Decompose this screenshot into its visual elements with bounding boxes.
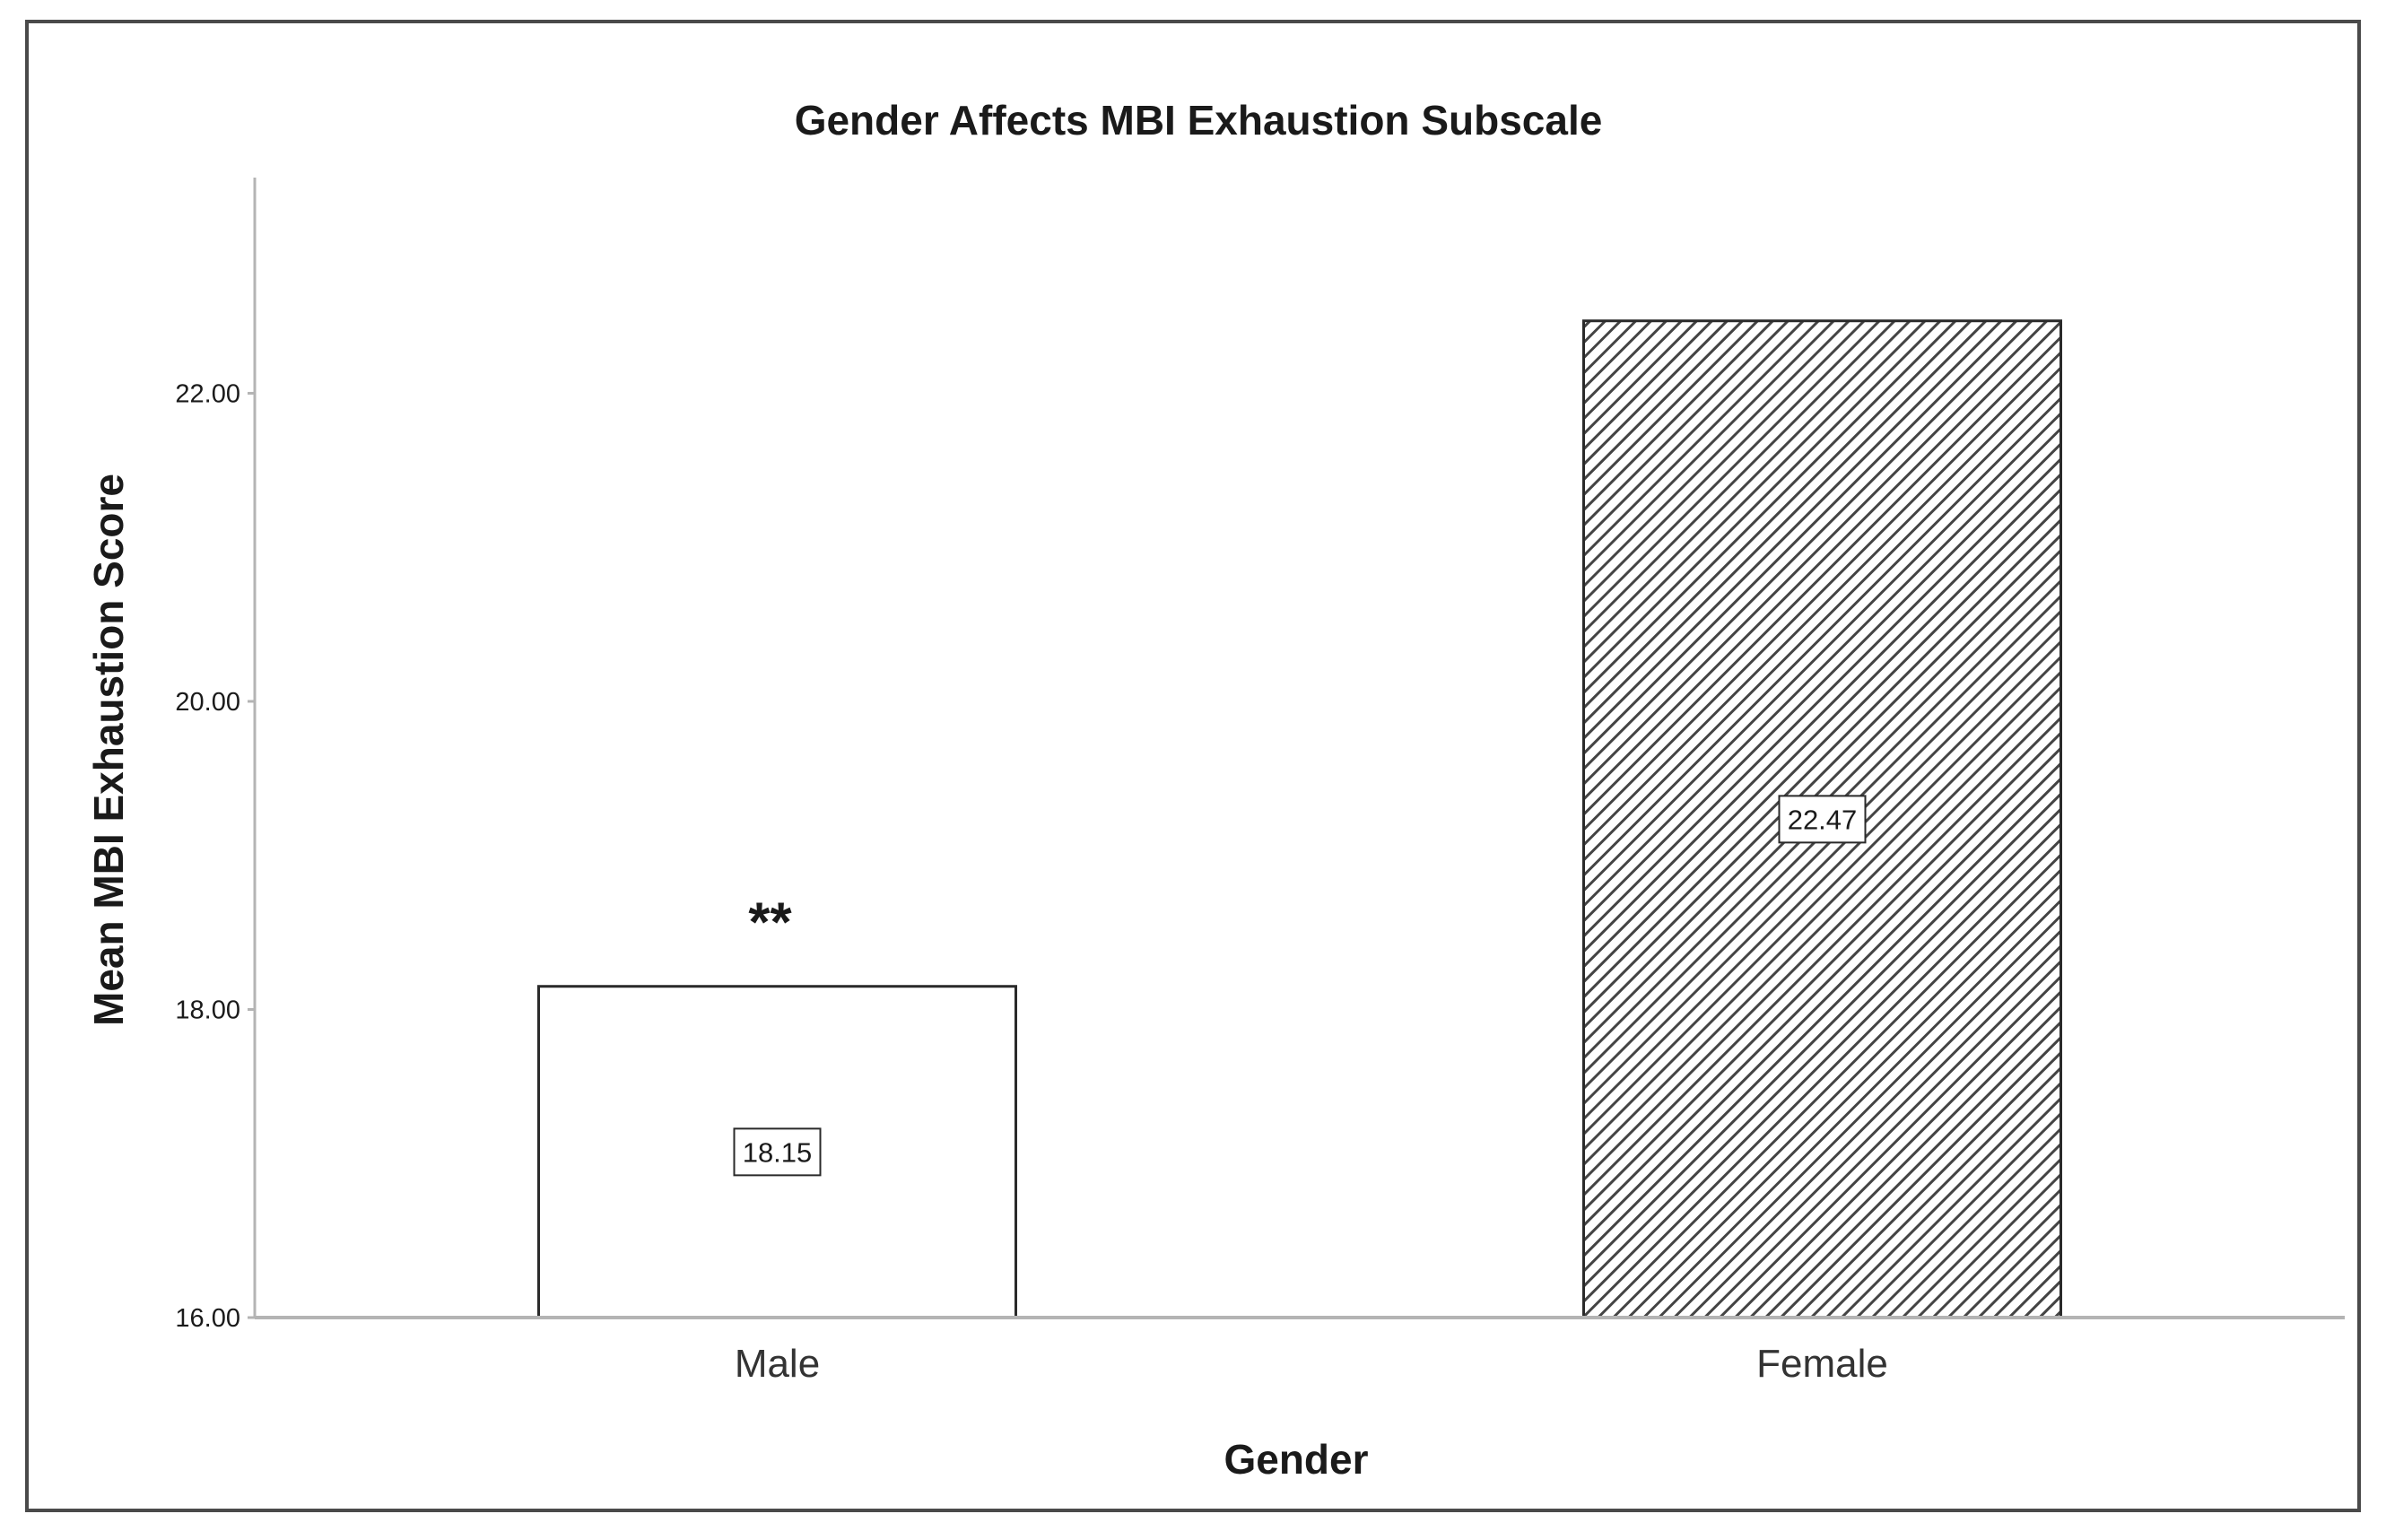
y-tick-label: 20.00 — [175, 688, 240, 717]
x-tick-label: Male — [735, 1342, 820, 1386]
x-axis-title: Gender — [1223, 1436, 1368, 1483]
data-label-box — [733, 1127, 822, 1177]
y-tick-label: 22.00 — [175, 379, 240, 408]
significance-annotation: ** — [748, 892, 792, 954]
chart-title: Gender Affects MBI Exhaustion Subscale — [795, 97, 1603, 144]
chart-frame: Gender Affects MBI Exhaustion Subscale 1… — [25, 20, 2361, 1512]
y-tick-label: 18.00 — [175, 996, 240, 1024]
x-tick-label: Female — [1756, 1342, 1888, 1386]
y-axis-title: Mean MBI Exhaustion Score — [85, 474, 132, 1026]
y-tick-label: 16.00 — [175, 1304, 240, 1333]
data-label-box — [1778, 795, 1867, 844]
data-label: 22.47 — [1788, 804, 1858, 835]
data-label: 18.15 — [743, 1136, 813, 1168]
plot-area: 16.00 18.00 20.00 22.00 Male 18.15 Female 22.47… — [175, 178, 2345, 1386]
bar-chart: Gender Affects MBI Exhaustion Subscale 1… — [85, 97, 2345, 1483]
